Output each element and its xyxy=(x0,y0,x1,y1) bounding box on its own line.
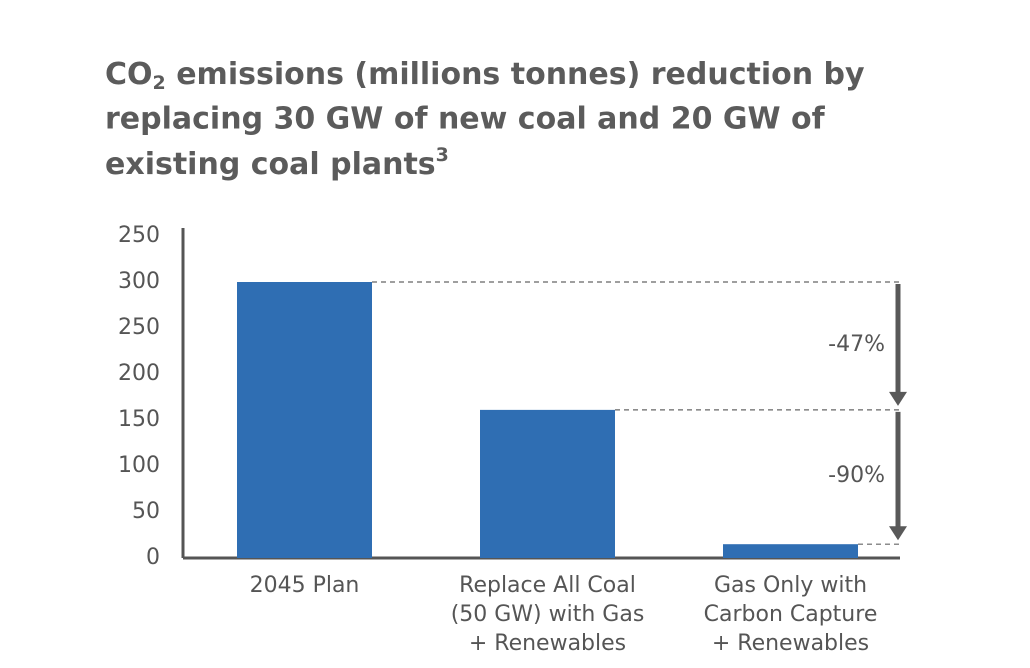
y-tick-label: 250 xyxy=(118,315,160,340)
y-tick-label: 300 xyxy=(118,269,160,294)
x-tick-label: Replace All Coal xyxy=(459,573,636,598)
x-tick-label: + Renewables xyxy=(469,631,626,656)
chart-title: CO2 emissions (millions tonnes) reductio… xyxy=(105,57,865,94)
arrow-head xyxy=(889,391,907,406)
title-text: existing coal plants xyxy=(105,147,436,182)
bar xyxy=(723,544,858,558)
annotation: -47% xyxy=(828,332,885,357)
x-tick-label: 2045 Plan xyxy=(250,573,360,598)
x-tick-label: Carbon Capture xyxy=(704,602,878,627)
y-tick-label: 50 xyxy=(132,499,160,524)
chart-title: replacing 30 GW of new coal and 20 GW of xyxy=(105,102,826,137)
title-subscript: 2 xyxy=(153,72,166,94)
x-tick-label: Gas Only with xyxy=(714,573,867,598)
y-tick-label: 150 xyxy=(118,407,160,432)
x-tick-label: (50 GW) with Gas xyxy=(451,602,645,627)
arrow-head xyxy=(889,526,907,541)
x-tick-label: + Renewables xyxy=(712,631,869,656)
bar xyxy=(237,282,372,558)
y-tick-label: 0 xyxy=(146,545,160,570)
title-text: CO xyxy=(105,57,153,92)
chart-title: existing coal plants3 xyxy=(105,144,449,182)
annotation: -90% xyxy=(828,463,885,488)
title-text: emissions (millions tonnes) reduction by xyxy=(166,57,865,92)
y-tick-label: 100 xyxy=(118,453,160,478)
bar xyxy=(480,409,615,558)
title-superscript: 3 xyxy=(436,144,449,166)
y-tick-label: 250 xyxy=(118,223,160,248)
y-tick-label: 200 xyxy=(118,361,160,386)
